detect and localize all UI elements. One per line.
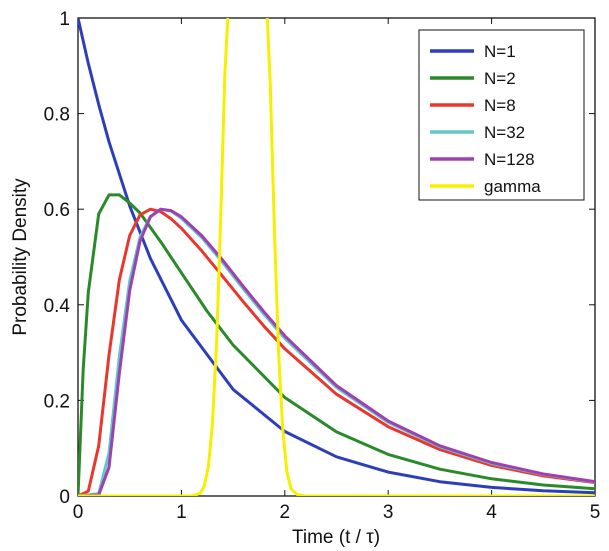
series-line-gamma: [78, 18, 595, 496]
y-tick-label: 0.2: [44, 391, 70, 412]
x-tick-label: 1: [176, 502, 187, 523]
y-tick-label: 0.8: [44, 105, 70, 126]
legend: N=1 N=2 N=8 N=32 N=128 gamma: [418, 29, 585, 201]
series-line-n-128: [78, 207, 595, 496]
y-tick-label: 1: [59, 9, 70, 30]
legend-box: [418, 29, 585, 201]
series-line-n-8: [78, 207, 595, 496]
legend-label: N=1: [484, 42, 516, 61]
x-tick-label: 2: [280, 502, 291, 523]
x-tick-label: 4: [486, 502, 497, 523]
series-line-n-2: [78, 193, 595, 496]
legend-label: N=2: [484, 69, 516, 88]
x-tick-label: 3: [383, 502, 394, 523]
legend-label: gamma: [484, 177, 541, 196]
x-tick-label: 5: [590, 502, 601, 523]
series-line-n-1: [78, 18, 595, 495]
series-lines: [78, 18, 595, 496]
y-axis-title: Probability Density: [10, 178, 31, 336]
y-tick-label: 0: [59, 487, 70, 508]
y-tick-label: 0.6: [44, 200, 70, 221]
y-tick-label: 0.4: [44, 296, 71, 317]
x-tick-label: 0: [73, 502, 84, 523]
x-axis-title: Time (t / τ): [292, 527, 380, 548]
axis-ticks: 0 1 2 3 4 5 0 0.2 0.4 0.6 0.8 1: [44, 9, 601, 523]
legend-label: N=8: [484, 96, 516, 115]
legend-label: N=128: [484, 150, 535, 169]
legend-label: N=32: [484, 123, 525, 142]
